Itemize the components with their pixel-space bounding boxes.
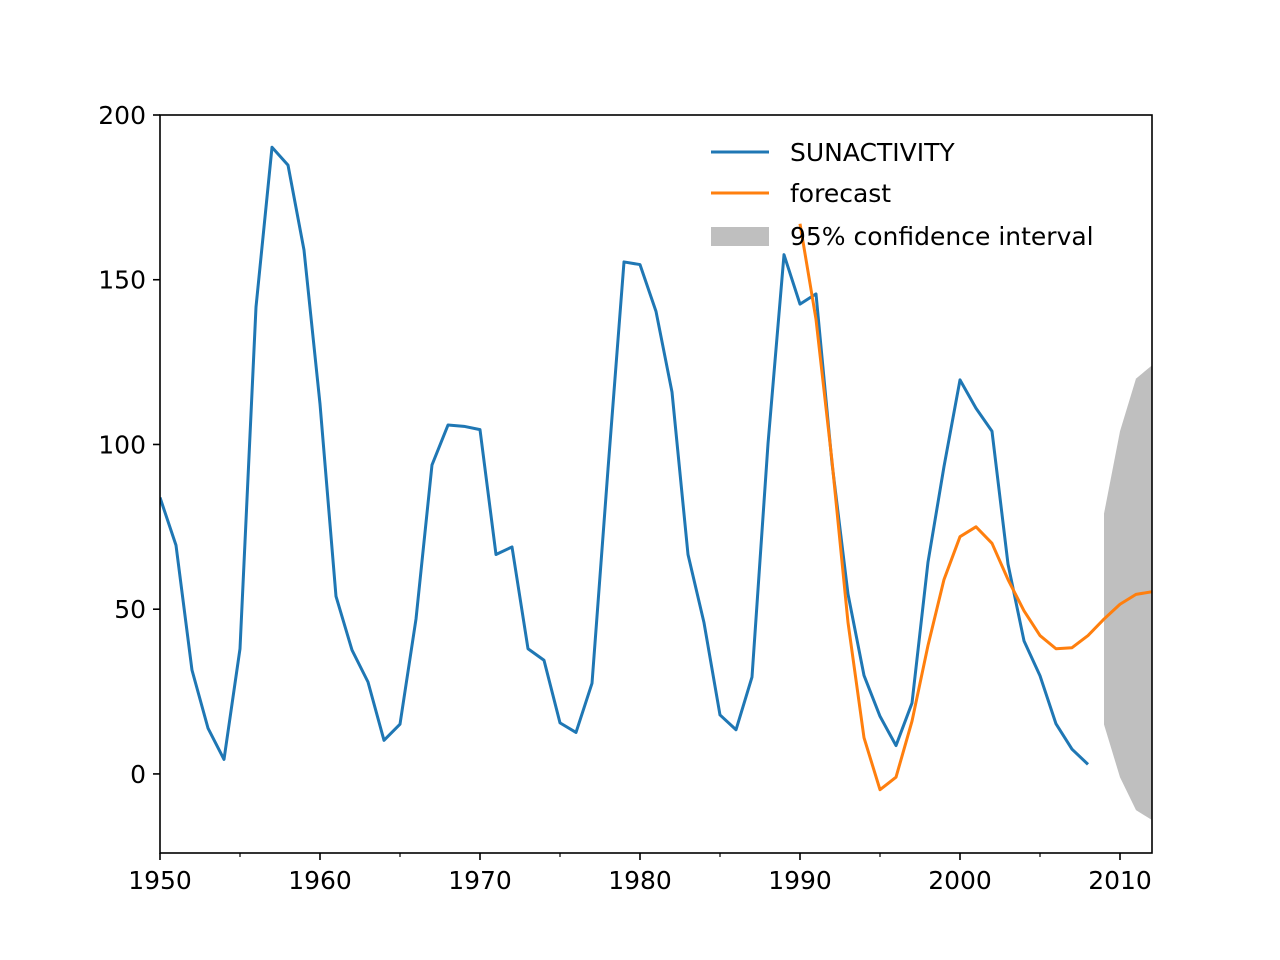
series-line-forecast	[798, 223, 1152, 792]
axes: 0 50 100 150 200 1950 1960 1970 1980 1990 2000 2010	[98, 101, 1152, 895]
legend-label-sunactivity: SUNACTIVITY	[790, 138, 955, 167]
x-tick-label: 1950	[128, 866, 192, 895]
legend-swatch-confidence-interval	[711, 227, 769, 246]
y-tick-label: 0	[130, 760, 146, 789]
legend-label-confidence-interval: 95% confidence interval	[790, 222, 1094, 251]
x-tick-label: 2000	[928, 866, 992, 895]
series-line-sunactivity	[160, 145, 1090, 766]
plot-area	[160, 145, 1152, 821]
x-tick-label: 1980	[608, 866, 672, 895]
legend: SUNACTIVITY forecast 95% confidence inte…	[711, 138, 1094, 251]
x-tick-label: 1990	[768, 866, 832, 895]
x-tick-label: 1970	[448, 866, 512, 895]
y-tick-label: 100	[98, 430, 146, 459]
confidence-interval-band	[1104, 365, 1152, 821]
y-tick-label: 200	[98, 101, 146, 130]
y-tick-label: 150	[98, 266, 146, 295]
x-tick-label: 2010	[1088, 866, 1152, 895]
x-tick-label: 1960	[288, 866, 352, 895]
plot-frame	[159, 114, 1153, 854]
y-tick-label: 50	[114, 595, 146, 624]
legend-label-forecast: forecast	[790, 179, 891, 208]
